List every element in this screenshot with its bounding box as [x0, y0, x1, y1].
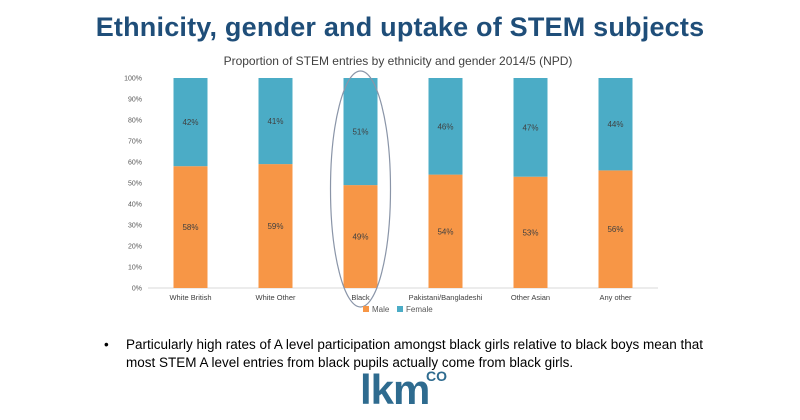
y-tick-label: 90%	[128, 97, 142, 104]
legend-swatch-female	[397, 306, 403, 312]
bars-layer	[173, 78, 633, 288]
bullet-text: Particularly high rates of A level parti…	[126, 337, 704, 370]
y-tick-label: 80%	[128, 118, 142, 125]
y-tick-label: 20%	[128, 244, 142, 251]
y-tick-label: 50%	[128, 181, 142, 188]
data-label: 56%	[607, 225, 623, 234]
slide-title: Ethnicity, gender and uptake of STEM sub…	[95, 12, 705, 42]
y-tick-label: 30%	[128, 223, 142, 230]
bar-female-2	[343, 78, 378, 186]
legend-swatch-male	[363, 306, 369, 312]
logo-text: lkm	[360, 366, 430, 413]
data-label: 44%	[607, 120, 623, 129]
data-label: 49%	[352, 233, 368, 242]
x-tick-label: White Other	[255, 293, 296, 302]
data-label: 54%	[437, 227, 453, 236]
data-label: 41%	[267, 117, 283, 126]
highlight-ellipse	[329, 70, 392, 308]
x-tick-label: Pakistani/Bangladeshi	[409, 293, 483, 302]
logo-superscript: CO	[426, 368, 447, 384]
bullet-symbol: •	[104, 337, 109, 352]
bar-female-4	[513, 78, 548, 177]
data-label: 53%	[522, 228, 538, 237]
bar-female-0	[173, 78, 208, 167]
x-tick-label: Black	[351, 293, 370, 302]
bar-female-3	[428, 78, 463, 175]
lkmco-logo: lkm CO	[360, 366, 480, 416]
data-label: 51%	[352, 128, 368, 137]
data-label: 42%	[182, 118, 198, 127]
data-label: 58%	[182, 223, 198, 232]
y-tick-label: 10%	[128, 265, 142, 272]
axis-layer: 0% 10% 20% 30% 40% 50% 60% 70% 80% 90% 100%	[124, 76, 658, 293]
y-tick-label: 70%	[128, 139, 142, 146]
bar-male-5	[598, 170, 633, 288]
x-tick-label: Any other	[599, 293, 632, 302]
y-tick-label: 60%	[128, 160, 142, 167]
legend: Male Female	[363, 305, 433, 314]
bar-male-4	[513, 176, 548, 288]
data-label: 46%	[437, 122, 453, 131]
bullet-point: • Particularly high rates of A level par…	[104, 336, 714, 372]
bar-male-1	[258, 164, 293, 288]
bar-male-3	[428, 174, 463, 288]
y-tick-label: 0%	[132, 286, 142, 293]
legend-label-male: Male	[372, 305, 390, 314]
labels-layer: 58% 42% White British 59% 41% White Other 49% 5…	[169, 70, 632, 308]
bar-female-1	[258, 78, 293, 165]
data-label: 47%	[522, 123, 538, 132]
bar-female-5	[598, 78, 633, 171]
data-label: 59%	[267, 222, 283, 231]
legend-label-female: Female	[406, 305, 433, 314]
stacked-bar-chart: Proportion of STEM entries by ethnicity …	[124, 54, 658, 314]
y-tick-label: 100%	[124, 76, 142, 83]
chart-title: Proportion of STEM entries by ethnicity …	[224, 54, 573, 68]
x-tick-label: White British	[169, 293, 211, 302]
x-tick-label: Other Asian	[511, 293, 550, 302]
y-tick-label: 40%	[128, 202, 142, 209]
bar-male-0	[173, 166, 208, 288]
bar-male-2	[343, 185, 378, 288]
